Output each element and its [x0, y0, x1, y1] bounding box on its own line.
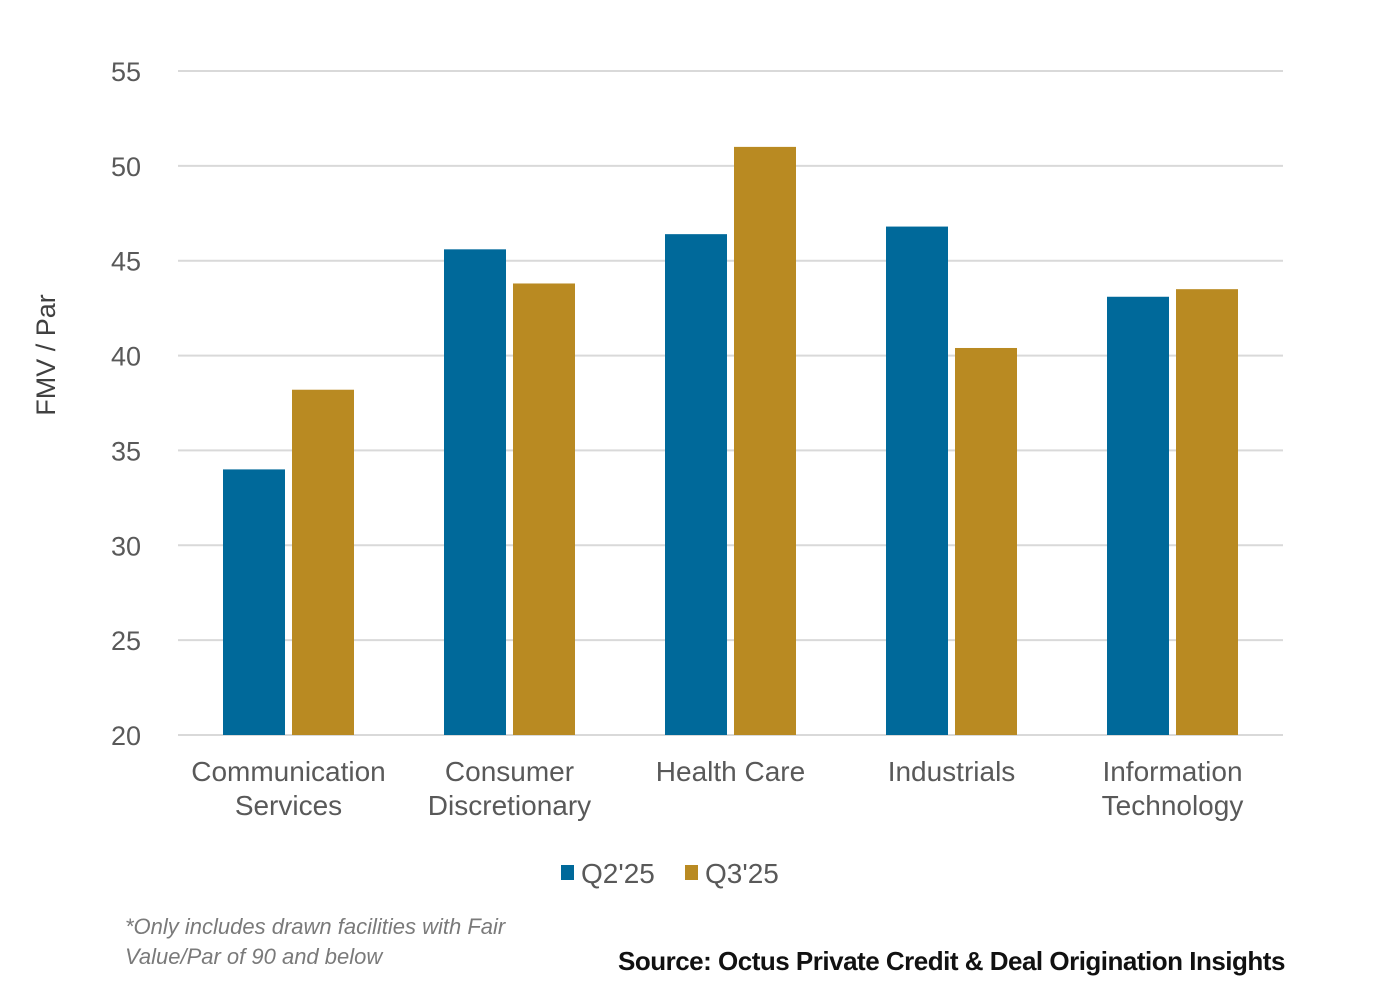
source-note: Source: Octus Private Credit & Deal Orig…: [618, 946, 1285, 976]
bar-q3: [292, 389, 354, 735]
bar-q3: [1176, 289, 1238, 735]
legend-label: Q3'25: [705, 858, 779, 889]
y-tick-label: 55: [111, 57, 141, 87]
y-tick-label: 35: [111, 436, 141, 466]
x-category-label-line: Consumer: [445, 756, 574, 787]
bar-q2: [223, 469, 285, 735]
x-category-label-line: Industrials: [888, 756, 1016, 787]
bar-q3: [734, 146, 796, 735]
y-axis-title: FMV / Par: [31, 294, 61, 416]
bar-q2: [444, 249, 506, 735]
gridlines: [178, 70, 1283, 736]
bar-q2: [665, 234, 727, 735]
x-category-label-line: Information: [1102, 756, 1242, 787]
x-category-label-line: Health Care: [656, 756, 805, 787]
legend-item: Q3'25: [685, 858, 779, 889]
bar-chart: 20 25 30 35 40 45 50 55 FMV / Par Communication…: [31, 57, 1283, 889]
legend-item: Q2'25: [561, 858, 655, 889]
footnote: *Only includes drawn facilities with Fai…: [125, 914, 506, 969]
x-category-label: Health Care: [656, 756, 805, 787]
bar-q3: [513, 283, 575, 735]
bar-q3: [955, 347, 1017, 735]
legend-swatch: [685, 865, 698, 880]
bar-q2: [886, 226, 948, 735]
bars: [223, 146, 1238, 735]
legend-swatch: [561, 865, 574, 880]
x-category-label-line: Technology: [1102, 790, 1244, 821]
y-tick-label: 40: [111, 342, 141, 372]
category-labels: Communication Services Consumer Discretiona…: [191, 756, 1243, 821]
y-axis-ticks: 20 25 30 35 40 45 50 55: [111, 57, 141, 751]
x-category-label-line: Services: [235, 790, 342, 821]
y-tick-label: 20: [111, 721, 141, 751]
bar-q2: [1107, 296, 1169, 735]
y-tick-label: 50: [111, 152, 141, 182]
y-tick-label: 45: [111, 247, 141, 277]
legend-label: Q2'25: [581, 858, 655, 889]
x-category-label: Information Technology: [1102, 756, 1244, 821]
legend: Q2'25 Q3'25: [561, 858, 779, 889]
y-tick-label: 30: [111, 531, 141, 561]
x-category-label-line: Discretionary: [428, 790, 591, 821]
x-category-label: Communication Services: [191, 756, 386, 821]
x-category-label-line: Communication: [191, 756, 386, 787]
x-category-label: Industrials: [888, 756, 1016, 787]
y-tick-label: 25: [111, 626, 141, 656]
x-category-label: Consumer Discretionary: [428, 756, 591, 821]
